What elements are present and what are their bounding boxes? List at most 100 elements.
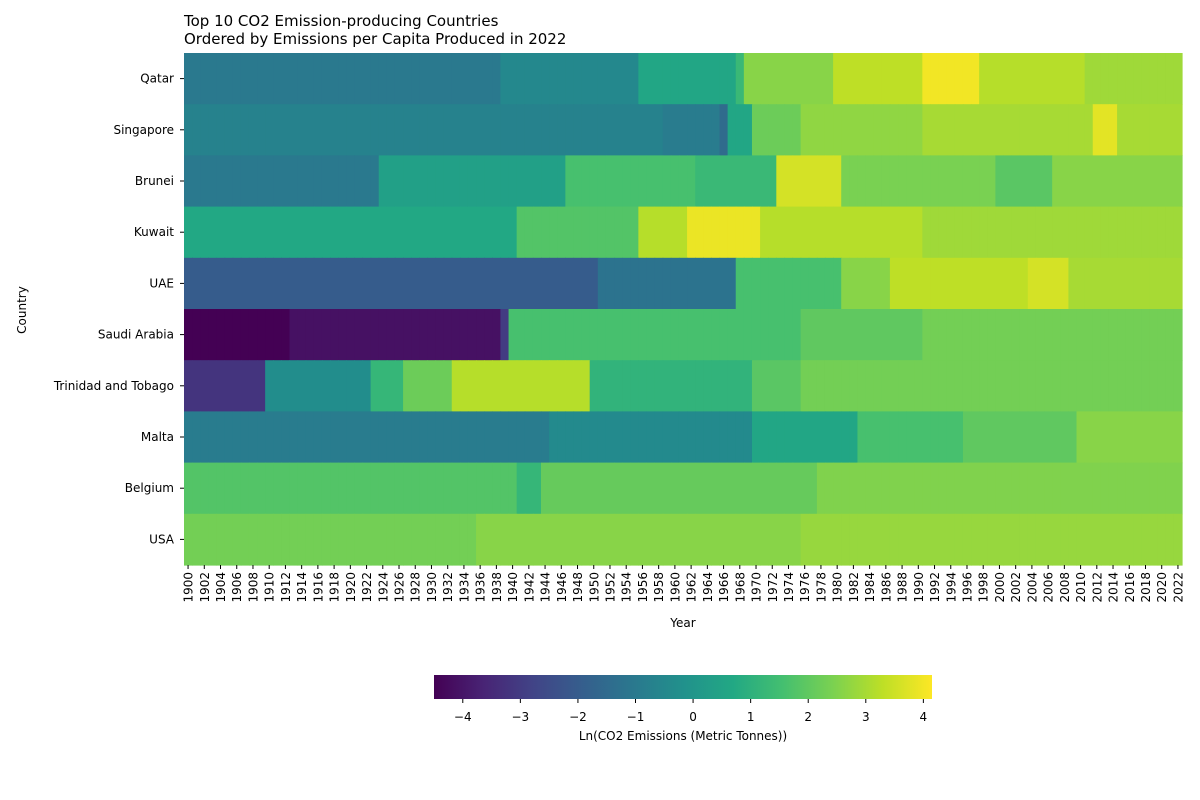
heat-cell: [938, 53, 948, 105]
heat-cell: [865, 206, 875, 259]
heat-cell: [1100, 462, 1110, 515]
colorbar-tick-label: −3: [512, 710, 530, 724]
heat-cell: [638, 53, 648, 105]
heat-cell: [751, 513, 761, 566]
x-tick-label: 1990: [912, 572, 926, 603]
heat-cell: [784, 462, 794, 515]
x-tick-label: 1940: [506, 572, 520, 603]
heat-cell: [873, 155, 883, 208]
heat-cell: [1068, 360, 1078, 412]
heat-cell: [532, 53, 542, 105]
heat-cell: [678, 104, 688, 156]
heat-cell: [370, 206, 380, 259]
heat-cell: [768, 360, 777, 412]
x-tick-label: 1900: [182, 572, 196, 603]
x-tick-label: 1988: [896, 572, 910, 603]
heat-cell: [557, 513, 566, 566]
heat-cell: [459, 360, 469, 412]
heat-cell: [549, 206, 558, 259]
heat-cell: [1084, 206, 1094, 259]
heat-cell: [1149, 206, 1159, 259]
heat-cell: [565, 53, 575, 105]
heat-cell: [1019, 462, 1029, 515]
heat-cell: [898, 206, 907, 259]
y-axis-label: Country: [15, 286, 29, 334]
heat-cell: [1027, 411, 1037, 464]
heat-cell: [459, 411, 469, 464]
x-tick-label: 1976: [798, 572, 812, 603]
heat-cell: [330, 360, 339, 412]
heat-cell: [1173, 53, 1183, 105]
heat-cell: [581, 257, 591, 310]
heat-cell: [987, 360, 996, 412]
heat-cell: [265, 206, 274, 259]
heat-cell: [833, 206, 842, 259]
heat-cell: [670, 360, 680, 412]
heat-cell: [1149, 411, 1159, 464]
heat-cell: [524, 206, 534, 259]
heat-cell: [476, 257, 485, 310]
heat-cell: [208, 309, 218, 361]
heat-cell: [638, 462, 648, 515]
heat-cell: [881, 53, 891, 105]
heat-cell: [678, 309, 688, 361]
x-tick-label: 1944: [539, 572, 553, 603]
heat-cell: [1125, 206, 1134, 259]
x-tick-label: 1948: [571, 572, 585, 603]
heat-cell: [346, 104, 355, 156]
heat-cell: [516, 206, 526, 259]
x-tick-label: 1916: [311, 572, 325, 603]
heat-cell: [1108, 104, 1118, 156]
heat-cell: [305, 53, 315, 105]
heat-cell: [589, 309, 599, 361]
heat-cell: [646, 257, 656, 310]
heat-cell: [938, 462, 948, 515]
heat-cell: [776, 462, 786, 515]
heat-cell: [605, 206, 615, 259]
heat-cell: [443, 53, 453, 105]
heat-cell: [257, 462, 266, 515]
heat-cell: [808, 462, 818, 515]
heat-cell: [435, 360, 445, 412]
heat-cell: [435, 257, 445, 310]
heat-cell: [630, 309, 639, 361]
heat-cell: [354, 309, 364, 361]
heat-cell: [467, 360, 477, 412]
colorbar-tick-label: 4: [920, 710, 928, 724]
heat-cell: [1157, 411, 1167, 464]
heat-cell: [816, 309, 826, 361]
heat-cell: [743, 309, 753, 361]
heat-cell: [516, 104, 526, 156]
heat-cell: [451, 360, 461, 412]
heat-cell: [1068, 513, 1078, 566]
heat-cell: [467, 462, 477, 515]
heat-cell: [362, 360, 372, 412]
heat-cell: [962, 411, 972, 464]
heat-cell: [662, 104, 672, 156]
heat-cell: [516, 155, 526, 208]
heat-cell: [1052, 411, 1061, 464]
heat-cell: [662, 360, 672, 412]
heat-cell: [484, 309, 493, 361]
x-tick-label: 1938: [490, 572, 504, 603]
heat-cell: [914, 104, 923, 156]
heat-cell: [1157, 53, 1167, 105]
heat-cell: [378, 462, 388, 515]
heat-cell: [1035, 513, 1045, 566]
heat-cell: [354, 155, 364, 208]
heat-cell: [824, 309, 834, 361]
heat-cell: [549, 462, 558, 515]
heat-cell: [849, 53, 859, 105]
heat-cell: [321, 104, 331, 156]
heat-cell: [565, 104, 575, 156]
heat-cell: [816, 411, 826, 464]
heat-cell: [865, 309, 875, 361]
heat-cell: [1100, 206, 1110, 259]
heat-cell: [808, 104, 818, 156]
heat-cell: [906, 206, 915, 259]
heat-cell: [524, 309, 534, 361]
heat-cell: [581, 155, 591, 208]
heat-cell: [873, 309, 883, 361]
heat-cell: [735, 360, 745, 412]
heat-cell: [232, 462, 242, 515]
